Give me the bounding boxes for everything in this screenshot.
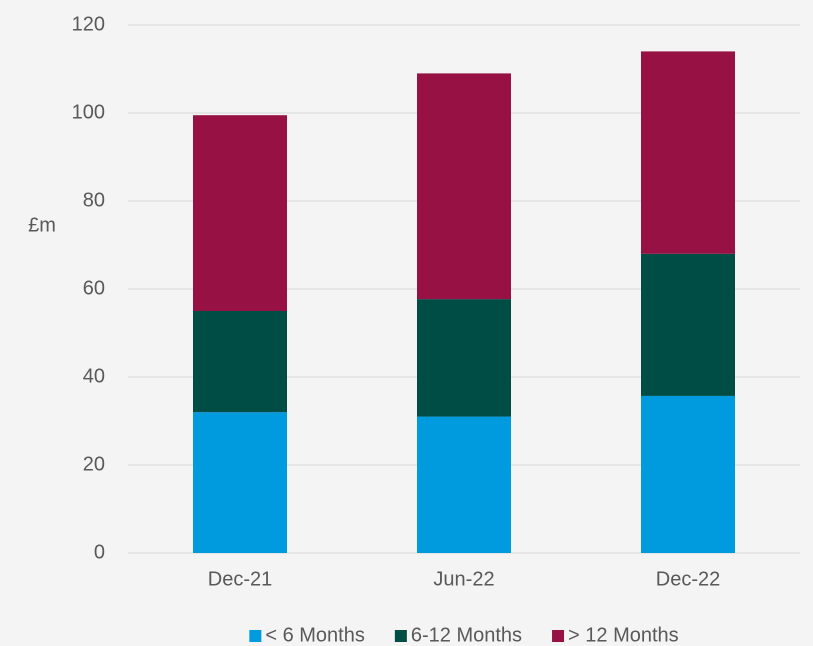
bar-segment <box>417 73 511 299</box>
y-tick-label: 100 <box>72 101 105 123</box>
bar-segment <box>641 396 735 553</box>
legend-swatch <box>249 630 261 642</box>
legend-swatch <box>552 630 564 642</box>
bar-segment <box>193 311 287 412</box>
y-tick-label: 0 <box>94 541 105 563</box>
y-tick-label: 120 <box>72 13 105 35</box>
bar-segment <box>193 412 287 553</box>
legend-swatch <box>395 630 407 642</box>
x-tick-label: Dec-22 <box>656 568 720 590</box>
y-tick-label: 80 <box>83 189 105 211</box>
bar-segment <box>417 417 511 553</box>
x-tick-label: Jun-22 <box>433 568 494 590</box>
bar-segment <box>417 299 511 416</box>
legend-label: < 6 Months <box>265 624 365 646</box>
legend-label: > 12 Months <box>568 624 679 646</box>
bar-segment <box>641 51 735 253</box>
legend-label: 6-12 Months <box>411 624 522 646</box>
y-tick-label: 60 <box>83 277 105 299</box>
chart: £m 0 20 40 60 80 100 120 Dec-21 Jun-22 Dec-22 < 6 … <box>0 0 813 646</box>
y-tick-label: 20 <box>83 453 105 475</box>
y-tick-label: 40 <box>83 365 105 387</box>
x-tick-label: Dec-21 <box>208 568 272 590</box>
bar-segment <box>641 254 735 396</box>
y-axis-label: £m <box>28 214 56 236</box>
bar-segment <box>193 115 287 311</box>
